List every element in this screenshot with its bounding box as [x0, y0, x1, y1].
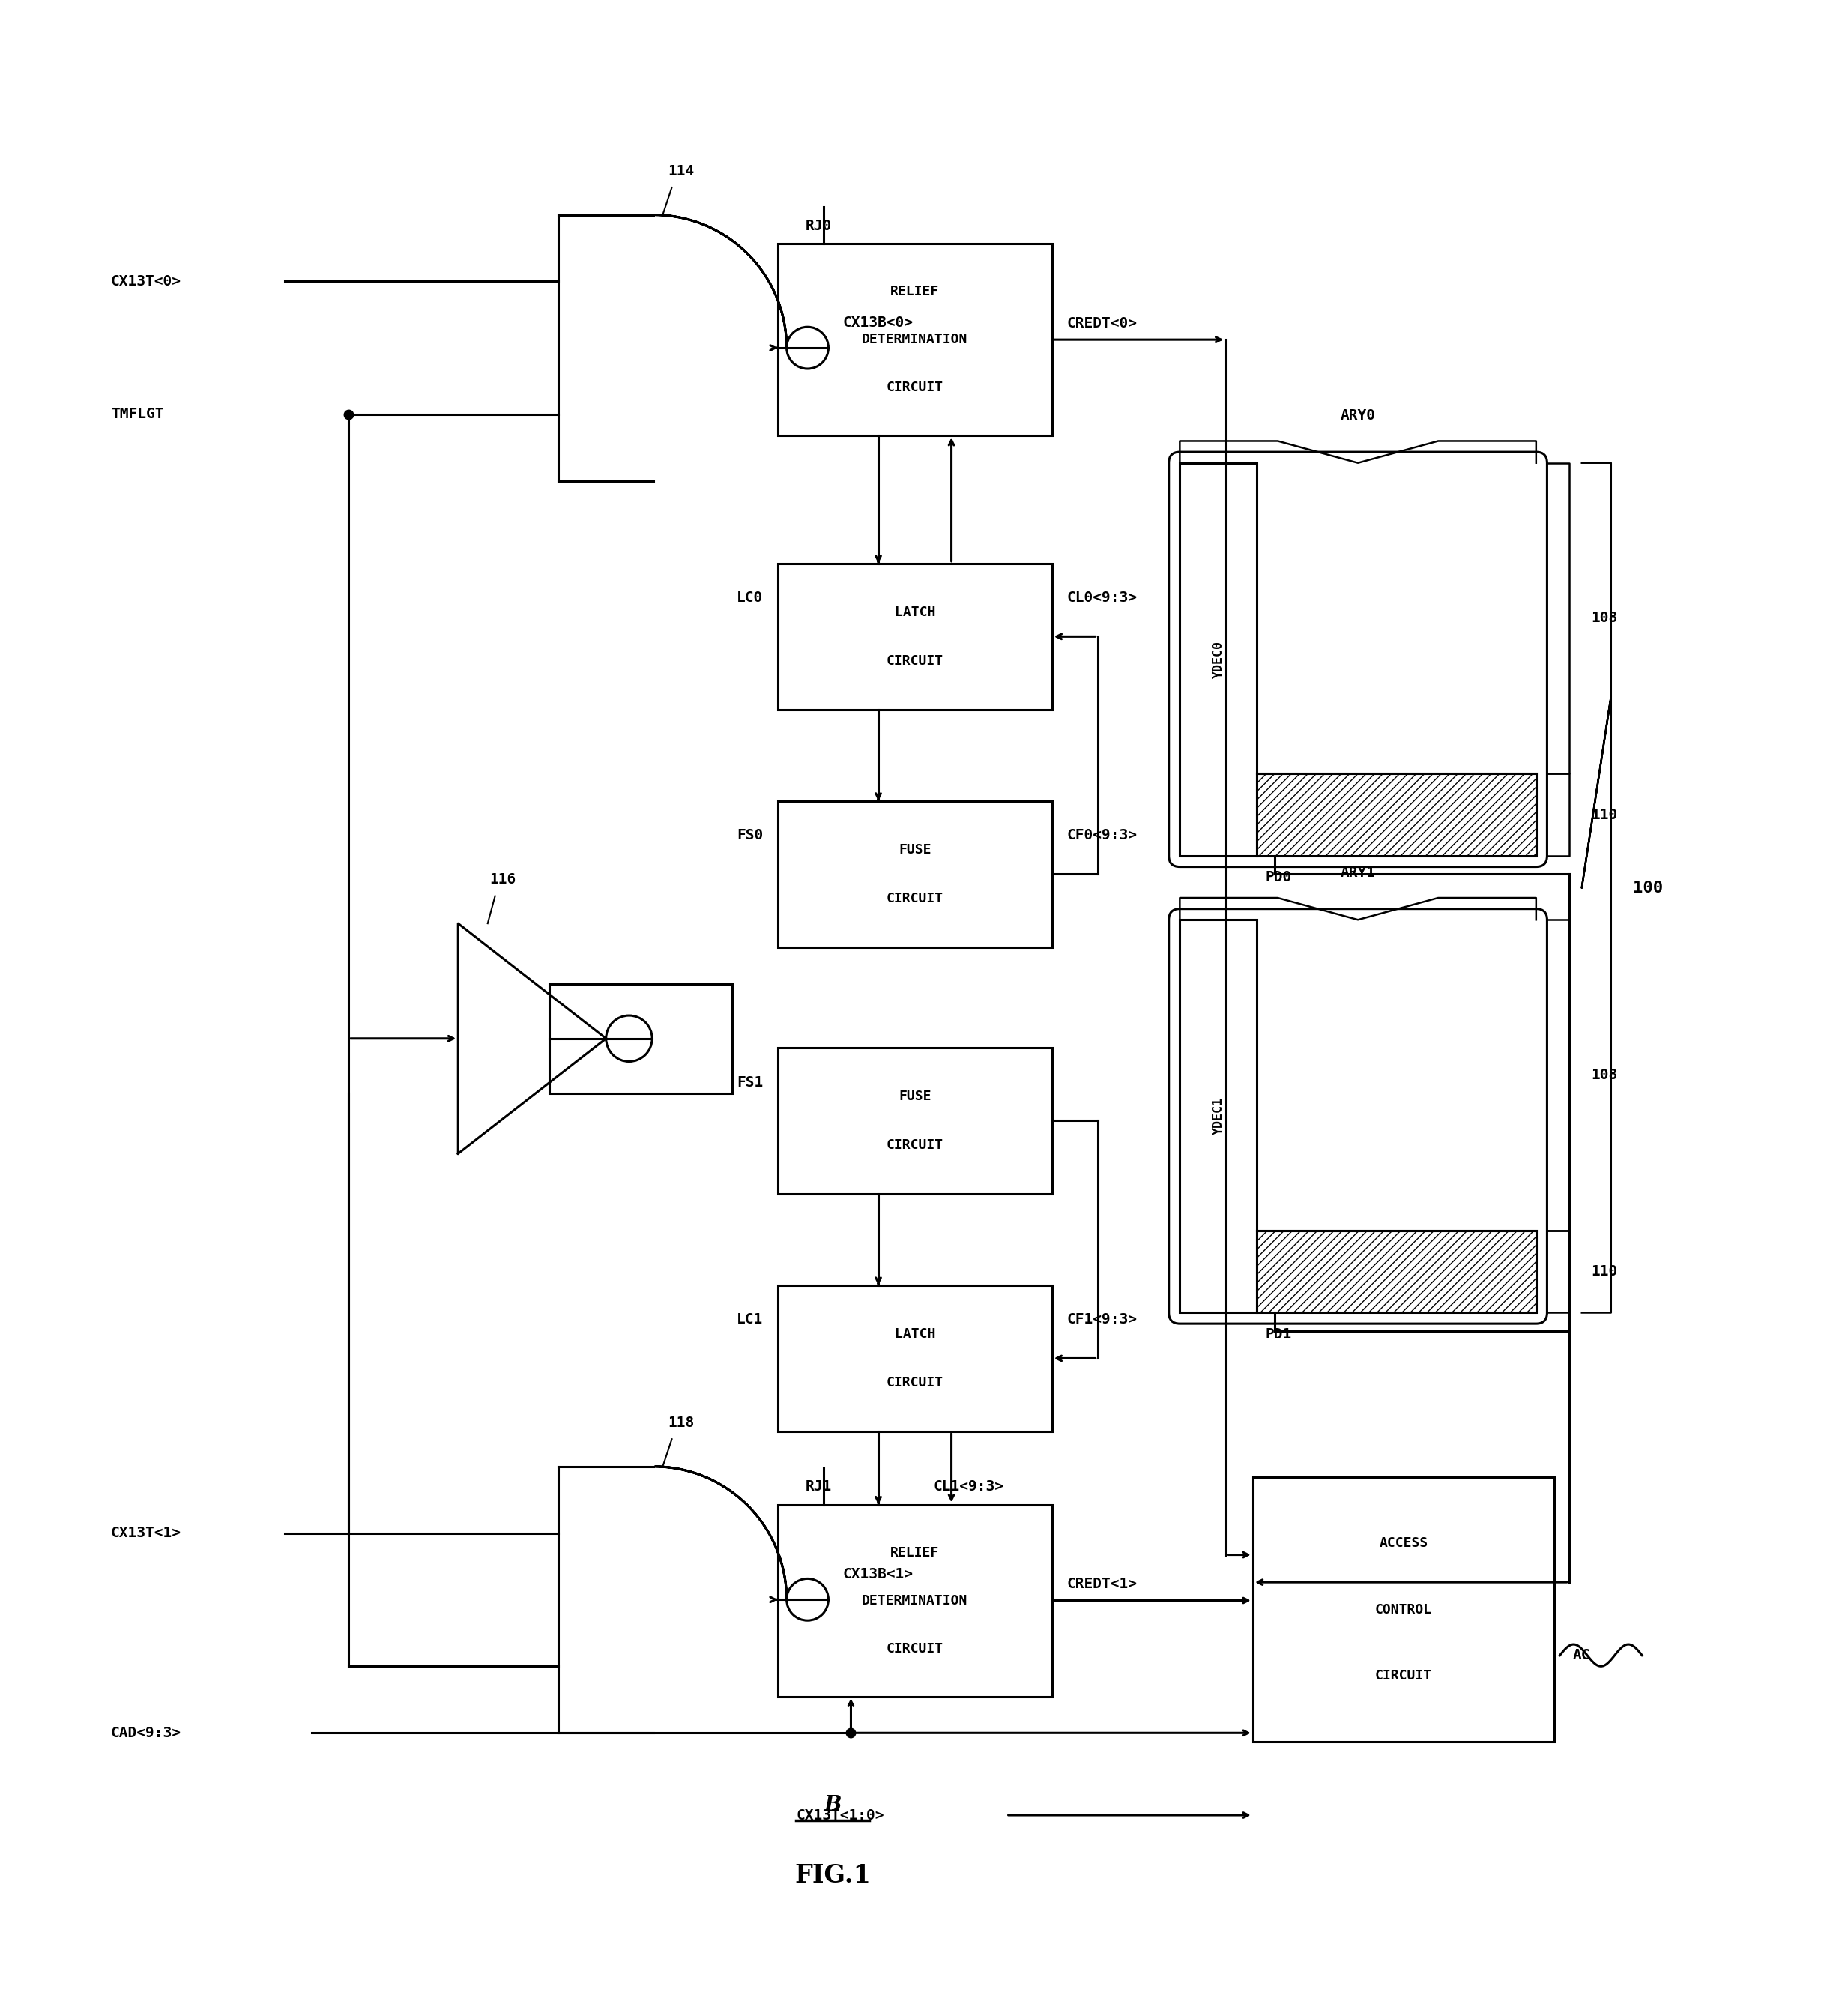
Text: PD0: PD0 [1266, 870, 1292, 884]
Bar [1257, 774, 1536, 856]
Text: FUSE: FUSE [898, 844, 931, 856]
Text: ACCESS: ACCESS [1379, 1537, 1429, 1549]
Text: LATCH: LATCH [894, 605, 935, 619]
Text: LC1: LC1 [737, 1313, 763, 1327]
Text: CF1<9:3>: CF1<9:3> [1066, 1313, 1137, 1327]
Text: CIRCUIT: CIRCUIT [887, 892, 942, 906]
Text: CAD<9:3>: CAD<9:3> [111, 1725, 181, 1739]
Text: ARY1: ARY1 [1340, 866, 1375, 880]
Text: YDEC1: YDEC1 [1212, 1098, 1225, 1134]
FancyBboxPatch shape [1168, 908, 1547, 1323]
Text: 108: 108 [1591, 611, 1617, 625]
Text: CIRCUIT: CIRCUIT [1375, 1669, 1432, 1683]
Text: CONTROL: CONTROL [1375, 1603, 1432, 1617]
Text: CL1<9:3>: CL1<9:3> [933, 1479, 1003, 1493]
Text: CX13T<1>: CX13T<1> [111, 1525, 181, 1541]
Bar [1179, 463, 1257, 856]
Text: PD1: PD1 [1266, 1327, 1292, 1341]
Text: 114: 114 [667, 164, 695, 178]
Text: 100: 100 [1634, 880, 1663, 896]
Bar [778, 563, 1052, 709]
Bar [1179, 920, 1257, 1313]
FancyBboxPatch shape [1168, 453, 1547, 868]
Text: ARY0: ARY0 [1340, 409, 1375, 423]
Text: CIRCUIT: CIRCUIT [887, 381, 942, 395]
Text: B: B [824, 1796, 841, 1816]
Text: FIG.1: FIG.1 [795, 1864, 870, 1888]
Text: YDEC0: YDEC0 [1212, 641, 1225, 677]
Text: FS1: FS1 [737, 1074, 763, 1090]
Text: CIRCUIT: CIRCUIT [887, 1138, 942, 1152]
Text: 110: 110 [1591, 808, 1617, 822]
Text: CX13T<1:0>: CX13T<1:0> [796, 1808, 883, 1822]
Bar [778, 244, 1052, 435]
Text: CX13B<1>: CX13B<1> [843, 1567, 913, 1581]
Text: 118: 118 [667, 1415, 695, 1431]
Text: CF0<9:3>: CF0<9:3> [1066, 828, 1137, 842]
Bar [778, 1285, 1052, 1431]
Text: LATCH: LATCH [894, 1327, 935, 1341]
Text: CIRCUIT: CIRCUIT [887, 1641, 942, 1655]
Text: CREDT<1>: CREDT<1> [1066, 1577, 1137, 1591]
Text: 110: 110 [1591, 1265, 1617, 1279]
Text: AC: AC [1573, 1647, 1591, 1663]
Bar [778, 1505, 1052, 1695]
Text: 108: 108 [1591, 1068, 1617, 1082]
Text: RELIEF: RELIEF [891, 285, 939, 299]
Text: FUSE: FUSE [898, 1090, 931, 1102]
Bar [549, 984, 732, 1094]
Text: CX13B<0>: CX13B<0> [843, 315, 913, 329]
Text: CIRCUIT: CIRCUIT [887, 653, 942, 667]
Text: CL0<9:3>: CL0<9:3> [1066, 591, 1137, 605]
Text: 116: 116 [490, 872, 516, 888]
Text: CIRCUIT: CIRCUIT [887, 1377, 942, 1389]
Text: RJ0: RJ0 [806, 218, 832, 232]
Text: TMFLGT: TMFLGT [111, 407, 164, 421]
Text: RJ1: RJ1 [806, 1479, 832, 1493]
Text: FS0: FS0 [737, 828, 763, 842]
Text: RELIEF: RELIEF [891, 1545, 939, 1559]
Bar [778, 802, 1052, 948]
Text: DETERMINATION: DETERMINATION [861, 333, 968, 347]
Text: LC0: LC0 [737, 591, 763, 605]
Text: DETERMINATION: DETERMINATION [861, 1593, 968, 1607]
Bar [778, 1048, 1052, 1194]
Text: CREDT<0>: CREDT<0> [1066, 317, 1137, 331]
Bar [1253, 1477, 1554, 1741]
Text: CX13T<0>: CX13T<0> [111, 275, 181, 289]
Bar [1257, 1230, 1536, 1313]
